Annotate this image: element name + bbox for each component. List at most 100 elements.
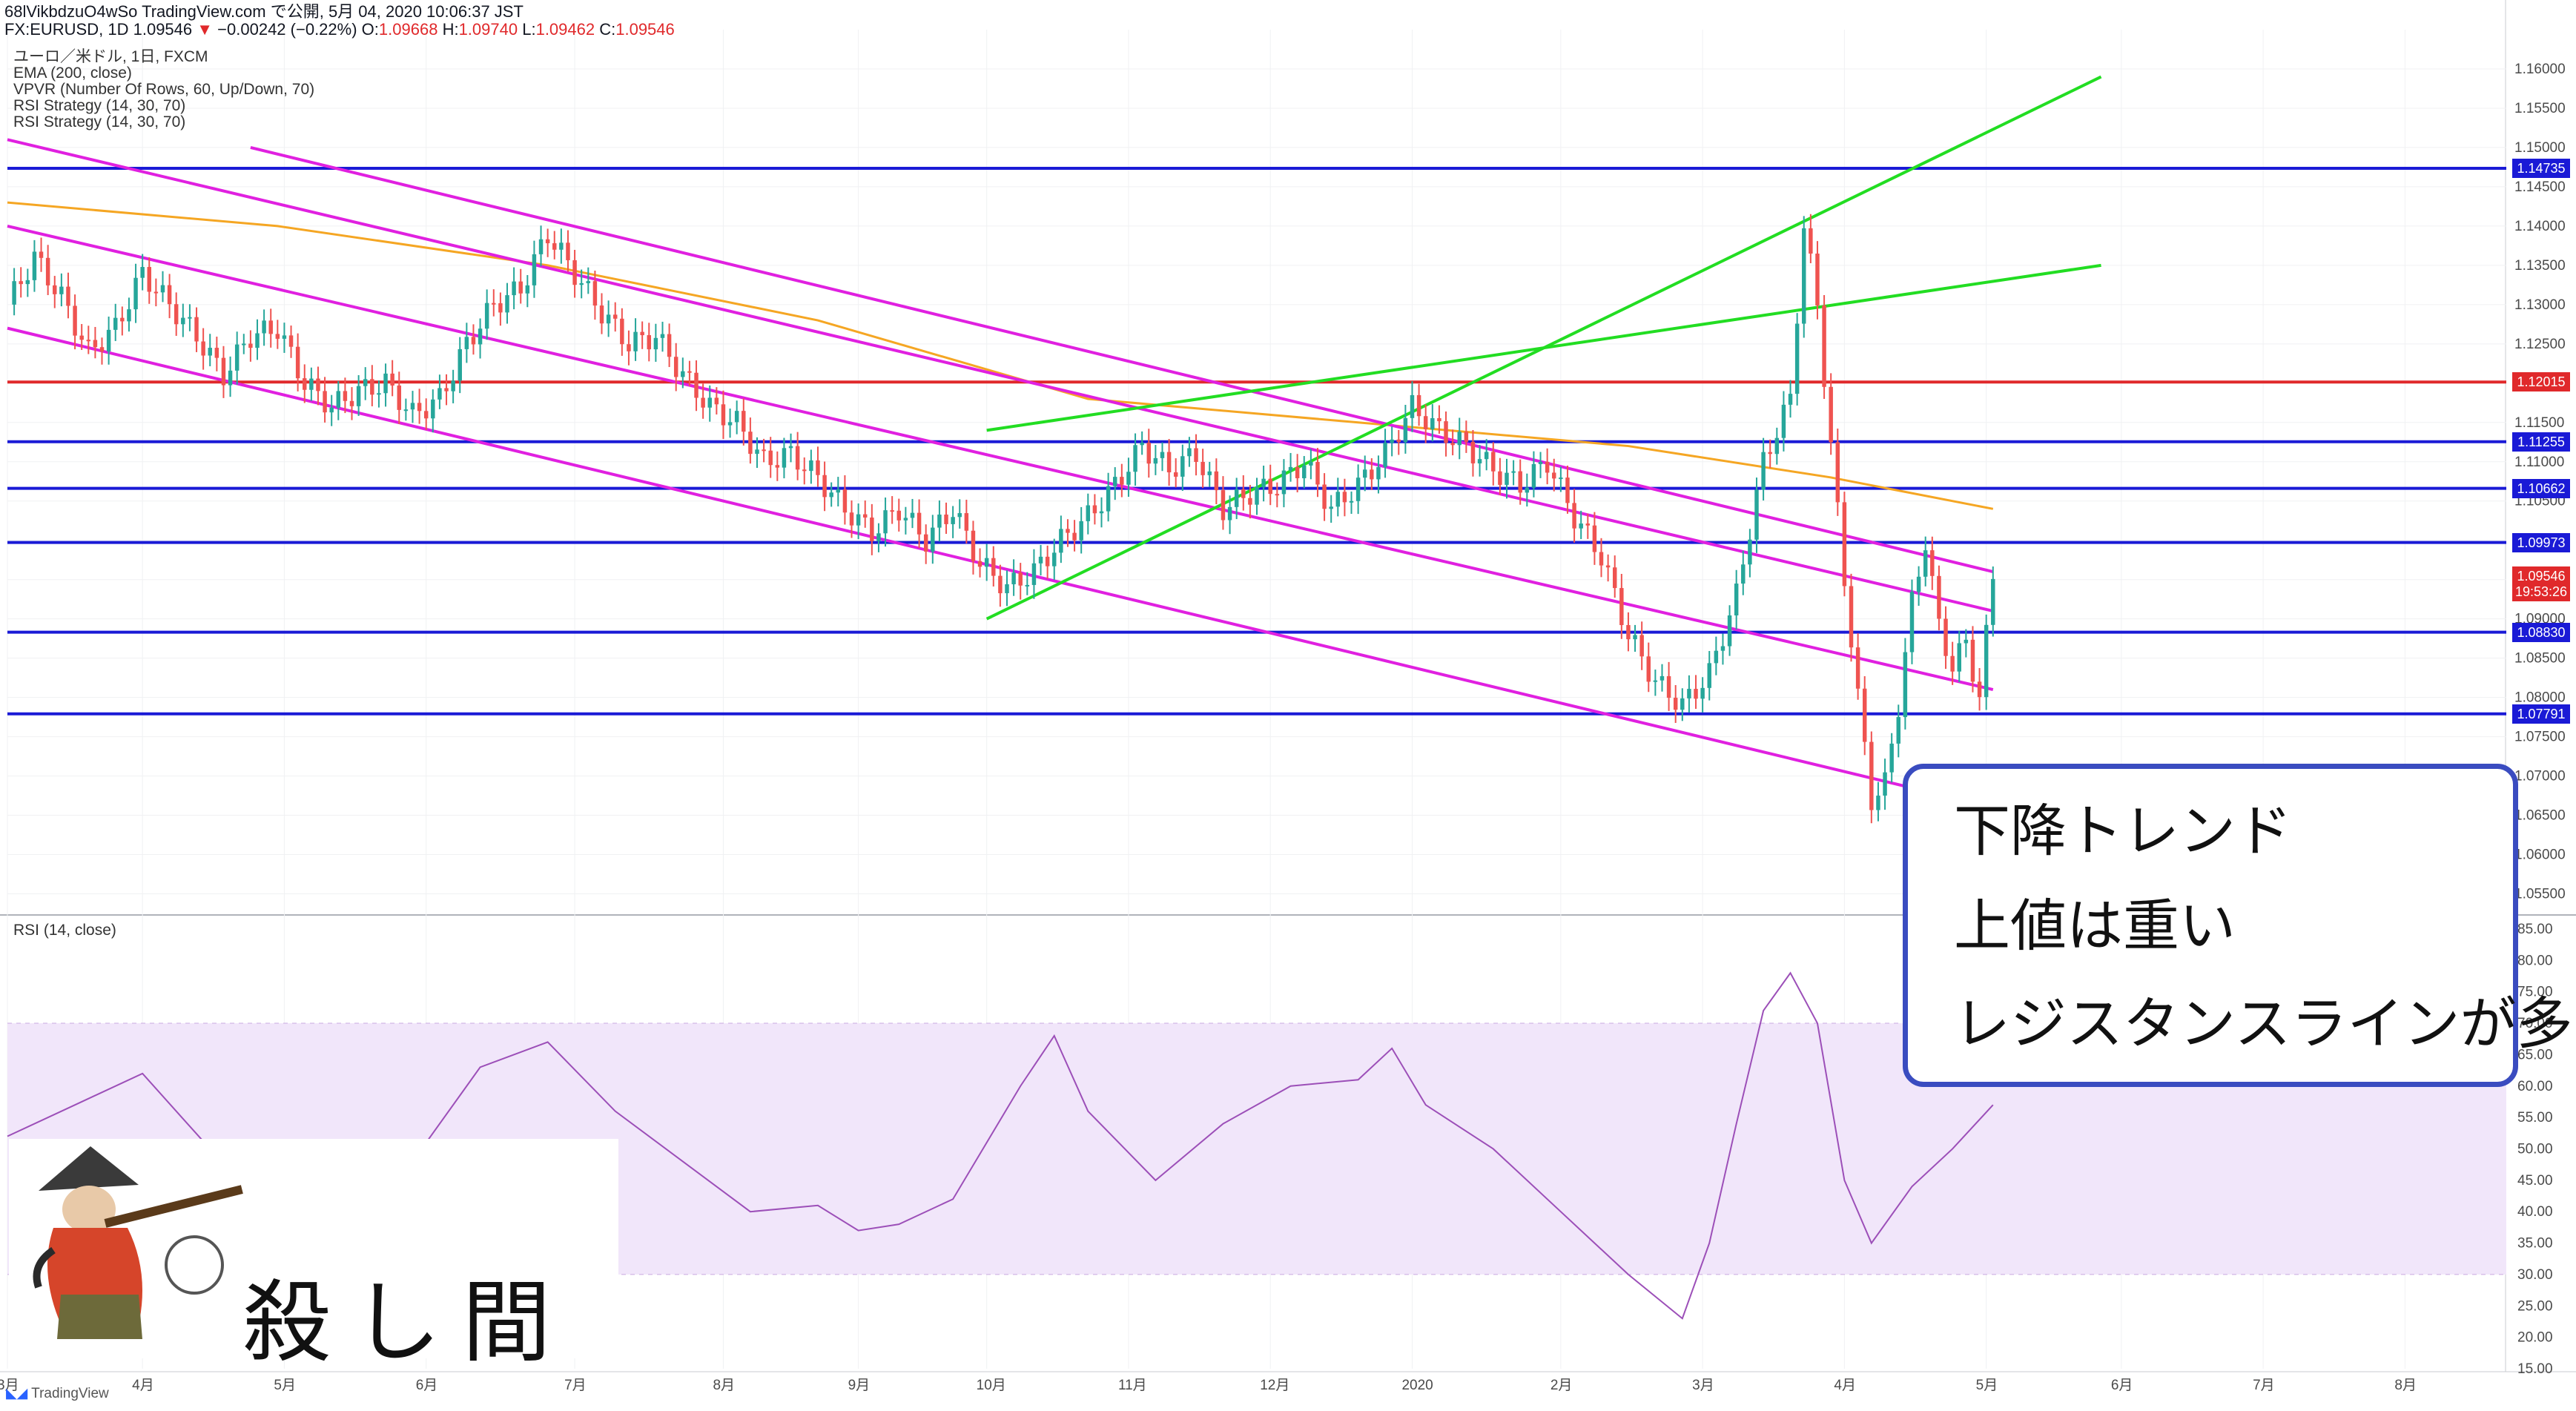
candle [1457,417,1462,460]
candle [282,323,287,353]
candle-body [356,386,361,406]
candle [1761,437,1766,500]
candle-body [1666,675,1671,698]
candle-body [343,391,348,401]
candle [1599,538,1604,578]
candle [653,323,658,362]
candle [1531,451,1536,498]
candle [1511,460,1516,486]
candle-body [444,388,449,391]
candle-body [336,391,341,408]
tradingview-footer[interactable]: ◣◢ TradingView [6,1385,109,1402]
candle-body [1673,698,1678,710]
candle [1045,545,1050,579]
candle [1619,574,1624,639]
candle-body [1234,489,1239,507]
candle [1687,675,1691,713]
candle [1309,449,1313,480]
candle-body [66,286,70,306]
candle-body [1403,417,1408,443]
indicator-rsi-strategy-1[interactable]: RSI Strategy (14, 30, 70) [13,97,186,114]
candle-body [653,337,658,350]
candle-body [160,285,165,293]
candle [383,363,388,407]
annotation-box: 下降トレンド 上値は重い レジスタンスラインが多い [1903,764,2576,1087]
candle [1849,573,1854,662]
candle [1295,454,1300,493]
price-change: −0.00242 (−0.22%) [217,20,357,39]
candle-body [1437,418,1441,422]
candle [1470,429,1476,477]
candle [1876,781,1880,822]
candle-body [127,309,131,322]
candle [1680,688,1685,721]
candle-body [1531,463,1536,488]
candle-body [478,328,483,345]
price-tag: 1.14735 [2512,159,2570,178]
candle-body [1410,394,1415,418]
candle-body [113,317,118,330]
candle-body [397,385,402,410]
candle-body [1423,416,1428,429]
candle-body [1322,484,1327,509]
candle-body [242,343,246,346]
candle-body [363,379,368,386]
candle [1268,464,1272,506]
candle-body [612,314,618,319]
candle-body [86,340,91,342]
rsi-pane-label[interactable]: RSI (14, close) [13,922,116,939]
indicator-vpvr[interactable]: VPVR (Number Of Rows, 60, Up/Down, 70) [13,81,315,98]
time-tick-label: 8月 [713,1378,735,1393]
candle [1430,404,1435,442]
candle [612,302,618,332]
candle-body [1396,439,1401,443]
candle [1707,651,1711,701]
candle [1741,550,1746,595]
indicator-symbol[interactable]: ユーロ／米ドル, 1日, FXCM [13,48,208,65]
candle [734,400,739,434]
candle [957,499,962,529]
candle [1086,493,1091,535]
candle-body [951,517,955,524]
indicator-rsi-strategy-2[interactable]: RSI Strategy (14, 30, 70) [13,113,186,130]
candle-body [1444,421,1448,443]
candle-body [1268,478,1272,495]
symbol-line: FX:EURUSD, 1D 1.09546 ▼ −0.00242 (−0.22%… [4,21,675,39]
candle-body [19,281,23,285]
candle-body [1774,437,1780,455]
candle-body [1092,505,1097,514]
trend-channel-line [250,145,1994,574]
candle [1031,549,1037,599]
candle [856,503,861,540]
candle [1869,731,1874,824]
candle [1092,494,1097,525]
candle [1241,475,1246,511]
candle-body [1883,772,1887,796]
candle [498,292,503,326]
candle [1025,572,1030,595]
candle [1227,495,1232,535]
candle-body [1659,675,1665,681]
candle [356,374,361,416]
candle-body [1605,565,1611,568]
candle [1477,445,1482,477]
candle [1896,704,1901,758]
indicator-ema[interactable]: EMA (200, close) [13,65,132,82]
candle [1883,759,1887,810]
candle [1322,473,1327,521]
candle [1099,497,1104,528]
candle-body [288,335,294,347]
candle-body [1295,466,1300,478]
candle-body [45,257,50,285]
candle [410,391,415,423]
candle [32,239,37,292]
price-tag: 1.11255 [2512,432,2570,452]
candle [586,267,591,294]
candle [464,323,469,363]
candle [1720,633,1725,665]
annotation-line-3: レジスタンスラインが多い [1954,991,2576,1057]
candle [39,237,44,272]
candle [1937,565,1941,631]
rsi-tick-label: 40.00 [2517,1204,2553,1220]
candle [1498,457,1502,495]
